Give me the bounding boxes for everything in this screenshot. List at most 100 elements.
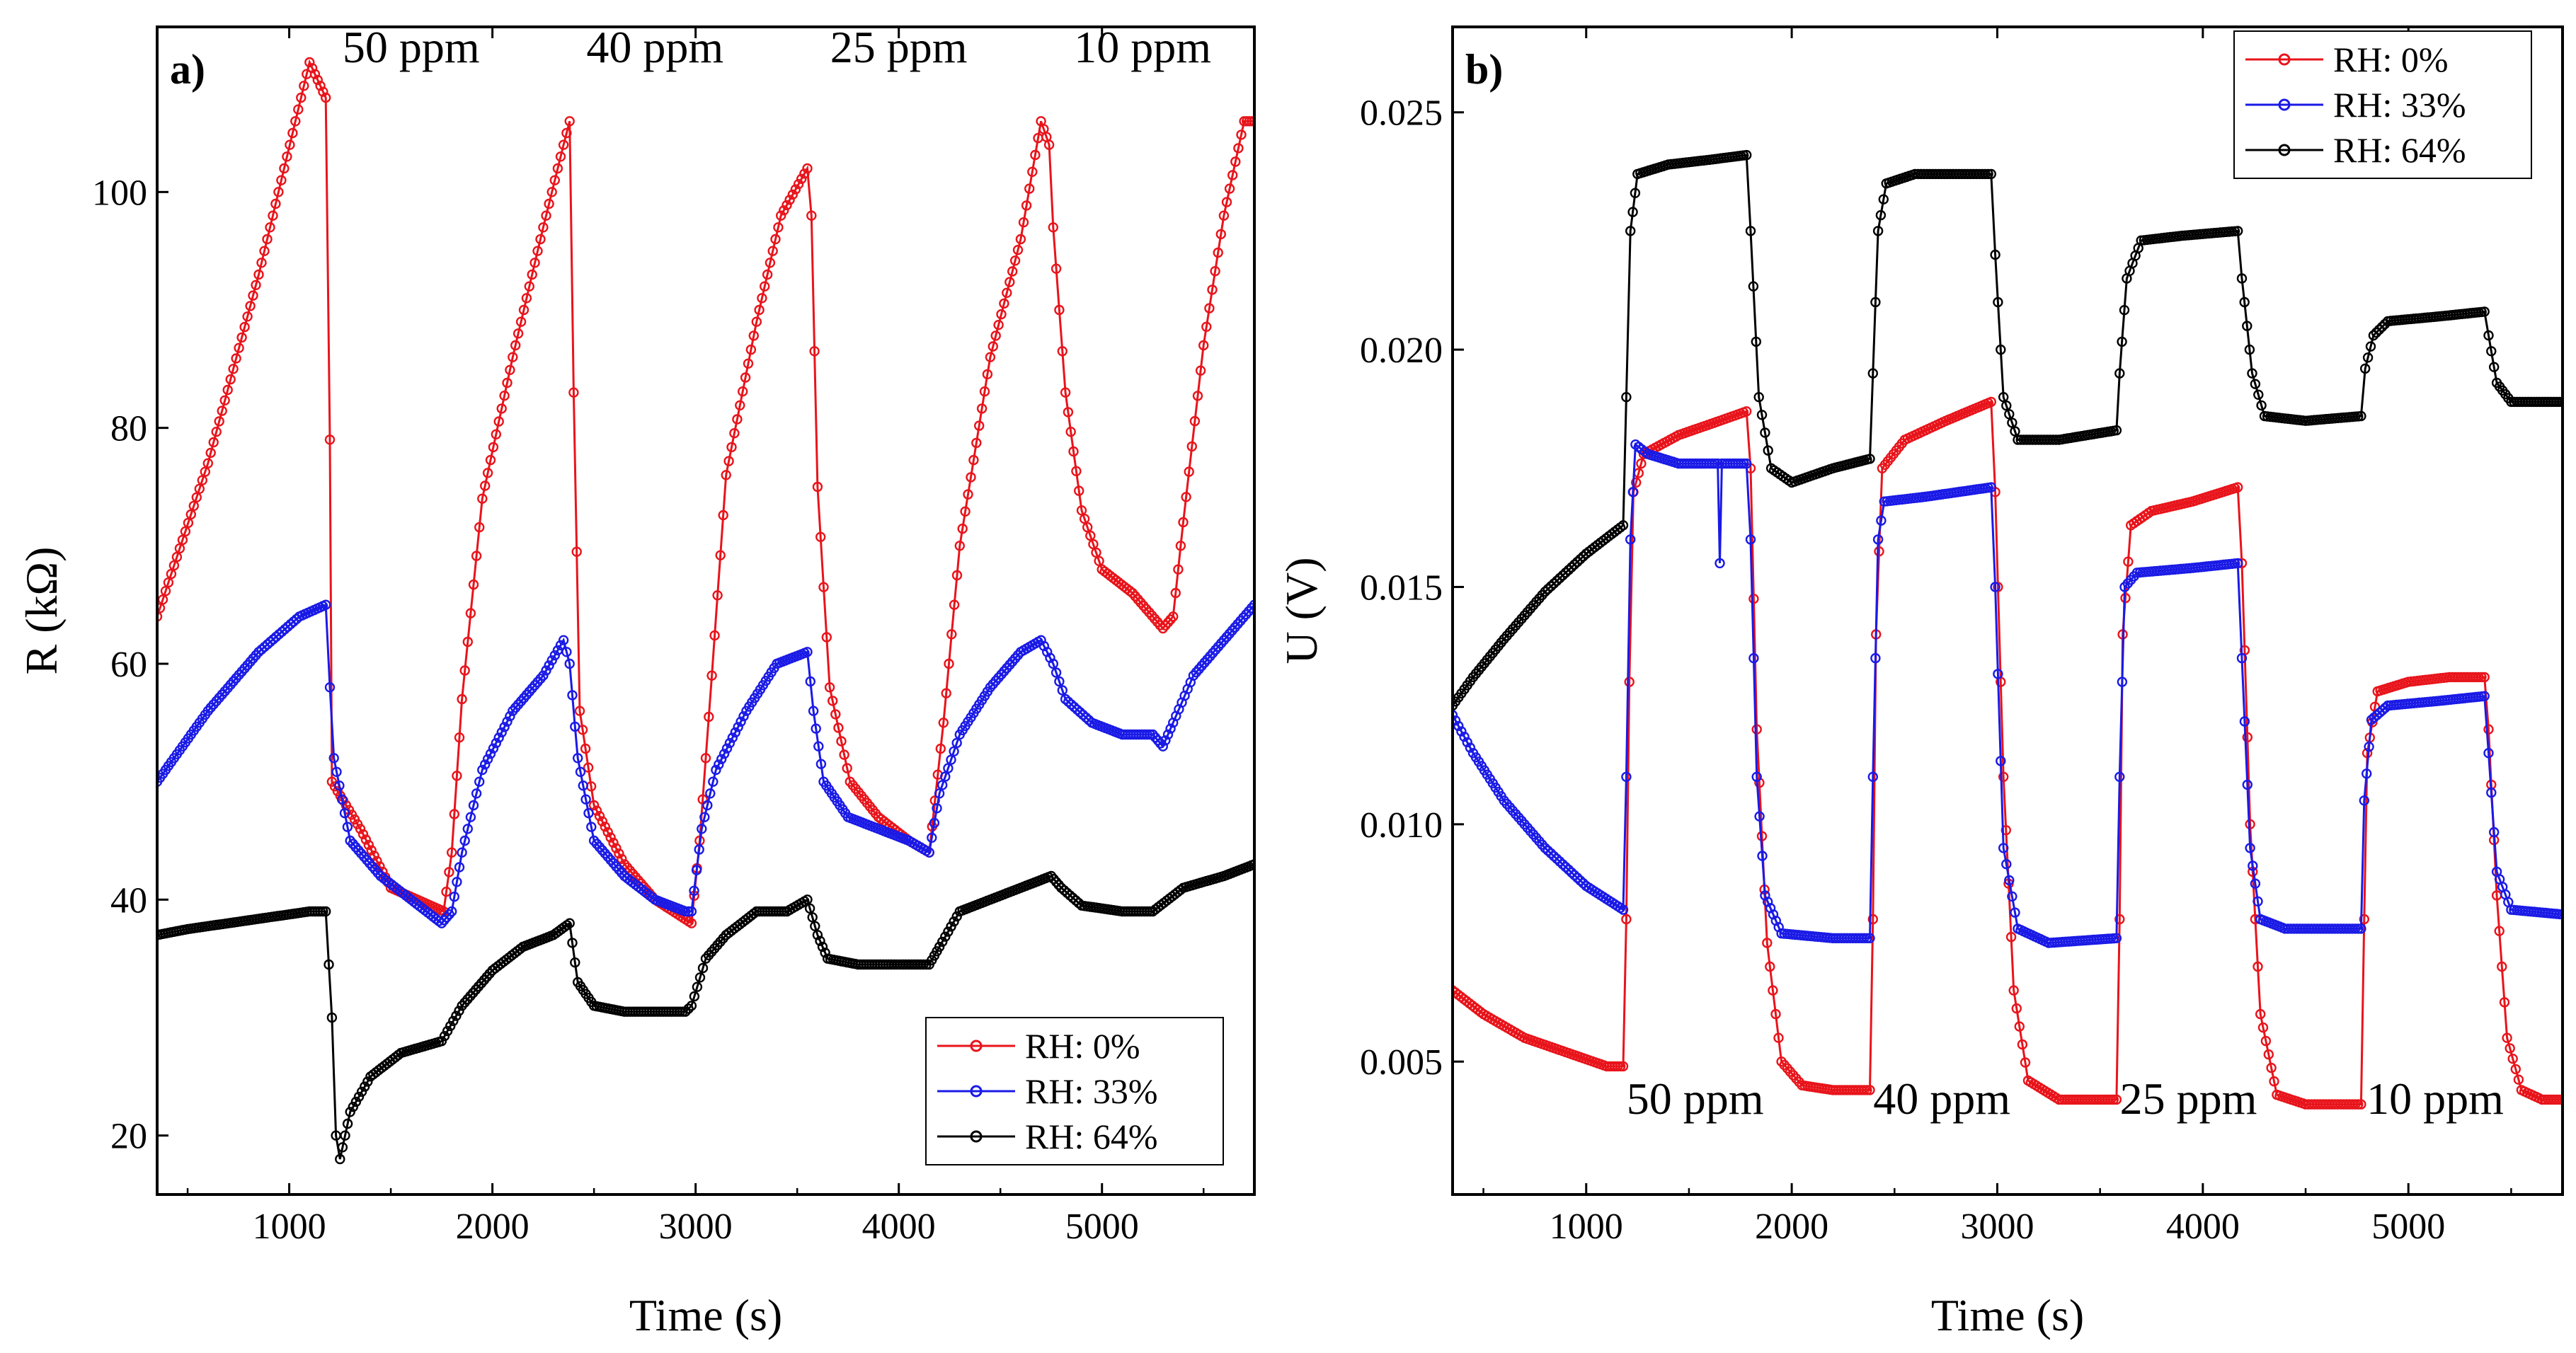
panel-a-point-2-319 xyxy=(1048,873,1059,885)
panel-b-point-0-279 xyxy=(2252,961,2263,972)
panel-a-series-2 xyxy=(157,859,1254,1165)
panel-a-point-0-198 xyxy=(709,630,720,641)
panel-a-point-0-9 xyxy=(177,534,188,546)
panel-a-point-0-142 xyxy=(549,175,560,185)
panel-a-point-1-322 xyxy=(1054,676,1065,687)
panel-a-point-1-59 xyxy=(321,599,331,610)
panel-a-point-1-331 xyxy=(1080,712,1092,723)
panel-a-point-1-356 xyxy=(1150,732,1161,743)
panel-a-point-0-109 xyxy=(457,693,467,705)
panel-a-point-0-208 xyxy=(737,386,748,397)
panel-a-point-0-49 xyxy=(290,116,301,127)
panel-a-point-0-233 xyxy=(809,346,820,357)
panel-a-point-1-106 xyxy=(452,877,462,887)
panel-a-point-0-38 xyxy=(259,246,270,256)
panel-b-point-0-359 xyxy=(2483,724,2494,735)
panel-a-point-1-140 xyxy=(546,655,557,666)
panel-a-point-0-136 xyxy=(532,246,543,256)
panel-a-point-0-383 xyxy=(1233,143,1244,154)
panel-a-y-axis-title: R (kΩ) xyxy=(16,547,67,675)
panel-b-point-2-272 xyxy=(2236,273,2248,284)
panel-a-point-0-110 xyxy=(459,665,470,676)
panel-a-point-0-51 xyxy=(296,92,307,103)
panel-a-point-2-146 xyxy=(567,938,578,948)
panel-a-point-0-24 xyxy=(219,395,230,405)
panel-b-series-line-0 xyxy=(1453,400,2563,1106)
panel-a-point-2-234 xyxy=(812,930,823,940)
panel-b-point-2-34 xyxy=(1545,581,1557,592)
panel-b-point-0-111 xyxy=(1770,1008,1781,1020)
panel-b-ytick-label-0: 0.005 xyxy=(1360,1042,1443,1083)
panel-b-point-2-232 xyxy=(2119,305,2130,316)
panel-a-point-0-57 xyxy=(312,74,323,86)
panel-a-point-0-369 xyxy=(1192,391,1203,401)
panel-a-point-1-112 xyxy=(468,800,479,811)
panel-b-point-1-91 xyxy=(1710,458,1720,469)
panel-a-point-0-40 xyxy=(265,222,275,233)
panel-b-point-1-42 xyxy=(1569,870,1580,880)
panel-a-point-0-277 xyxy=(935,743,946,754)
panel-a-ytick-label-0: 20 xyxy=(110,1117,147,1157)
panel-a-point-0-139 xyxy=(541,210,551,221)
panel-a-point-0-214 xyxy=(754,304,765,316)
panel-a-point-0-218 xyxy=(765,258,776,268)
panel-b-point-0-358 xyxy=(2479,672,2490,683)
panel-a-point-0-237 xyxy=(821,632,832,643)
panel-a-point-0-26 xyxy=(225,374,236,385)
panel-a-point-0-223 xyxy=(779,205,789,216)
panel-a-point-2-326 xyxy=(1067,892,1078,904)
panel-a-point-0-217 xyxy=(762,269,773,280)
panel-b-point-1-92 xyxy=(1712,458,1723,469)
panel-b-point-2-60 xyxy=(1621,392,1632,403)
panel-a-point-0-130 xyxy=(515,316,527,327)
panel-b-plot-frame xyxy=(1451,25,2564,1196)
panel-a-point-0-6 xyxy=(168,560,180,571)
panel-a-point-1-237 xyxy=(815,759,827,769)
panel-b-point-2-40 xyxy=(1563,565,1574,575)
panel-a-point-1-139 xyxy=(544,660,554,671)
panel-a-point-2-188 xyxy=(683,1003,694,1014)
panel-a-point-1-234 xyxy=(808,706,819,716)
panel-a-point-2-61 xyxy=(326,1012,338,1023)
panel-a-point-1-200 xyxy=(714,759,724,770)
panel-a-point-0-75 xyxy=(363,839,374,851)
panel-b-point-2-314 xyxy=(2359,363,2371,374)
panel-a-point-1-360 xyxy=(1160,735,1171,746)
panel-a-point-2-66 xyxy=(342,1118,353,1129)
panel-b-point-0-366 xyxy=(2502,1032,2512,1043)
panel-a-point-0-141 xyxy=(546,187,557,197)
panel-a-point-2-325 xyxy=(1065,890,1075,901)
panel-a-point-2-232 xyxy=(807,912,818,923)
panel-a-legend-marker-0 xyxy=(970,1040,983,1052)
panel-b-point-2-192 xyxy=(2004,409,2015,420)
panel-a-point-0-41 xyxy=(268,210,278,221)
panel-a-point-1-326 xyxy=(1066,699,1077,710)
panel-b-point-1-36 xyxy=(1552,853,1562,864)
panel-a-point-1-119 xyxy=(488,743,499,754)
panel-a-point-1-392 xyxy=(1249,599,1254,610)
panel-a-point-2-281 xyxy=(943,926,954,937)
panel-a-point-0-25 xyxy=(222,384,233,396)
panel-a-point-1-105 xyxy=(449,891,459,902)
panel-b-point-0-186 xyxy=(1986,396,1997,408)
panel-a-point-0-144 xyxy=(555,151,566,162)
panel-a-point-0-195 xyxy=(700,753,711,764)
panel-a-point-0-17 xyxy=(200,466,210,477)
panel-a-point-1-141 xyxy=(549,650,560,661)
panel-a-point-0-32 xyxy=(242,311,253,322)
panel-b-point-1-3 xyxy=(1456,726,1467,737)
panel-b-point-0-234 xyxy=(2123,556,2134,567)
panel-b-point-0-101 xyxy=(1741,406,1752,417)
panel-a-point-0-288 xyxy=(966,472,976,483)
panel-a-point-0-124 xyxy=(499,391,510,401)
panel-b-point-2-184 xyxy=(1980,168,1991,180)
panel-b-point-2-275 xyxy=(2244,344,2255,355)
panel-b-point-1-148 xyxy=(1870,652,1881,664)
panel-b-point-1-146 xyxy=(1865,933,1875,944)
panel-a-point-1-124 xyxy=(502,716,513,727)
panel-a-point-2-73 xyxy=(362,1076,373,1087)
panel-a-point-0-72 xyxy=(355,824,366,834)
panel-a-point-1-117 xyxy=(482,754,493,765)
panel-b-ppm-label-1: 40 ppm xyxy=(1873,1073,2010,1124)
